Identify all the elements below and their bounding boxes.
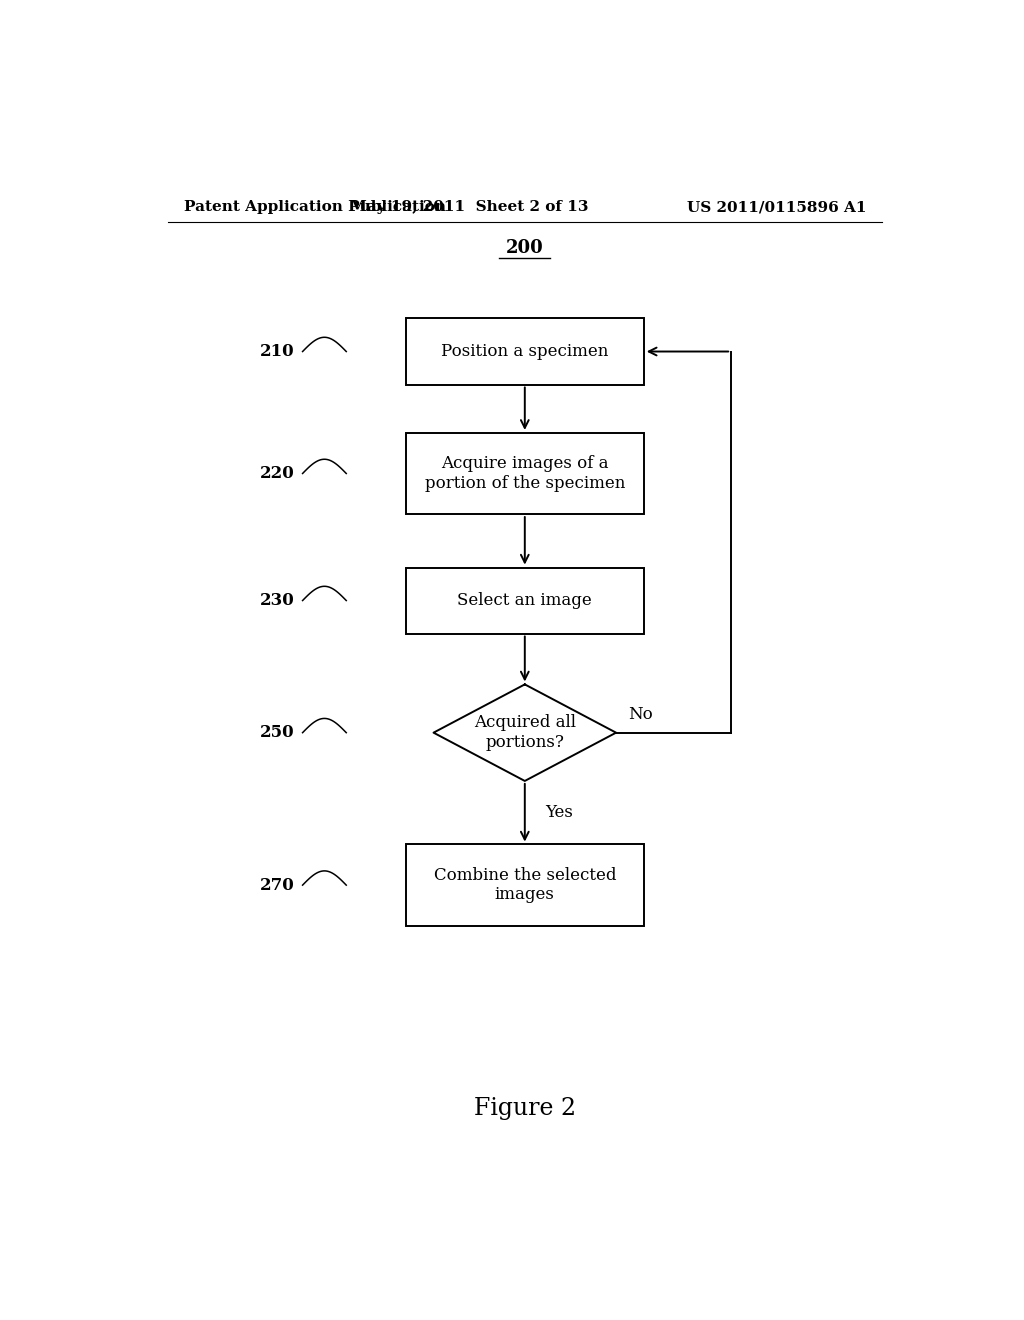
- Text: Yes: Yes: [545, 804, 572, 821]
- Text: Acquired all
portions?: Acquired all portions?: [474, 714, 575, 751]
- FancyBboxPatch shape: [406, 318, 644, 384]
- Text: No: No: [628, 706, 652, 723]
- Text: 250: 250: [260, 725, 295, 741]
- Text: Position a specimen: Position a specimen: [441, 343, 608, 360]
- Text: 200: 200: [506, 239, 544, 257]
- FancyBboxPatch shape: [406, 845, 644, 925]
- Text: May 19, 2011  Sheet 2 of 13: May 19, 2011 Sheet 2 of 13: [350, 201, 589, 214]
- Text: 230: 230: [260, 593, 295, 609]
- Text: Select an image: Select an image: [458, 593, 592, 609]
- FancyBboxPatch shape: [406, 433, 644, 515]
- Text: Acquire images of a
portion of the specimen: Acquire images of a portion of the speci…: [425, 455, 625, 492]
- Text: Patent Application Publication: Patent Application Publication: [183, 201, 445, 214]
- Text: Combine the selected
images: Combine the selected images: [433, 867, 616, 903]
- Text: 220: 220: [260, 465, 295, 482]
- Text: 270: 270: [260, 876, 295, 894]
- Text: Figure 2: Figure 2: [474, 1097, 575, 1121]
- Text: 210: 210: [260, 343, 295, 360]
- FancyBboxPatch shape: [406, 568, 644, 634]
- Text: US 2011/0115896 A1: US 2011/0115896 A1: [686, 201, 866, 214]
